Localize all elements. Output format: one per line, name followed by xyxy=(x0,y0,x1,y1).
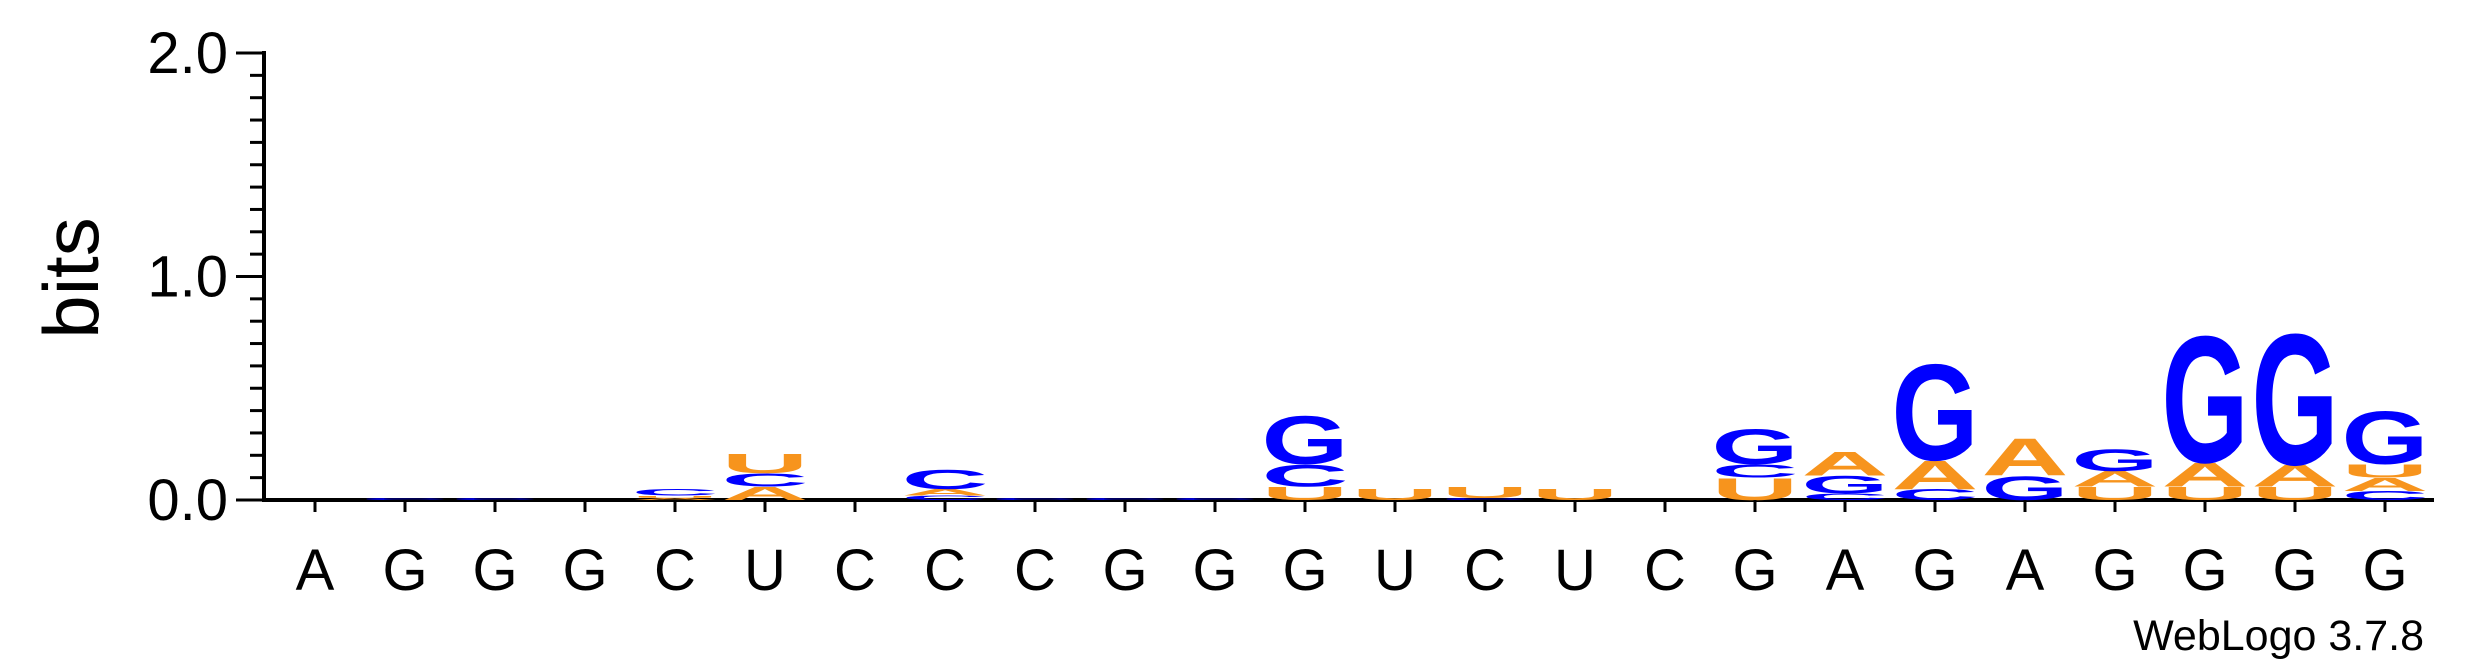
logo-letter: G xyxy=(2252,294,2339,504)
x-tick-label: A xyxy=(2006,538,2045,603)
logo-letter: U xyxy=(2161,483,2248,504)
position-stack: CU xyxy=(1441,484,1528,501)
logo-letter: U xyxy=(2251,483,2338,504)
logo-letter: C xyxy=(1891,486,1978,503)
logo-letter: A xyxy=(2161,456,2248,494)
logo-letter: A xyxy=(631,497,718,500)
logo-letter: A xyxy=(1891,453,1978,498)
logo-letter: A xyxy=(1981,428,2068,487)
logo-letter: U xyxy=(1351,486,1438,503)
position-stack: GA xyxy=(1981,428,2068,508)
logo-letter: A xyxy=(2251,458,2338,493)
x-tick-label: U xyxy=(744,538,786,603)
logo-letter: C xyxy=(1261,458,1348,493)
x-tick-label: G xyxy=(562,538,607,603)
logo-letter: C xyxy=(631,487,718,497)
logo-letter: C xyxy=(1081,497,1168,500)
logo-letter: C xyxy=(1711,461,1798,482)
position-stack: C xyxy=(991,497,1078,500)
y-tick-label: 1.0 xyxy=(147,245,228,310)
position-stack: C xyxy=(1081,497,1168,500)
logo-letter: C xyxy=(991,497,1078,500)
logo-letter: U xyxy=(1261,483,1348,504)
logo-letter: A xyxy=(721,483,808,504)
x-tick-label: G xyxy=(1102,538,1147,603)
logo-letter: G xyxy=(2342,397,2429,480)
x-tick-label: G xyxy=(2362,538,2407,603)
x-tick-label: A xyxy=(296,538,335,603)
position-stack: UAG xyxy=(2251,294,2338,504)
position-stack: CGA xyxy=(1801,444,1888,502)
x-tick-label: G xyxy=(1912,538,1957,603)
logo-letter: U xyxy=(1531,486,1618,503)
position-stack: U xyxy=(1531,486,1618,503)
logo-letter: U xyxy=(2341,461,2428,482)
logo-letter: C xyxy=(1441,497,1528,500)
logo-letter: G xyxy=(2162,298,2249,500)
position-stack: C xyxy=(1171,497,1258,500)
logo-letter: G xyxy=(1712,420,1799,475)
logo-letter: G xyxy=(1892,336,1979,490)
y-axis: 0.0 1.0 2.0 xyxy=(147,21,2434,533)
x-tick-label: G xyxy=(472,538,517,603)
logo-letter: C xyxy=(1171,497,1258,500)
x-tick-label: U xyxy=(1554,538,1596,603)
logo-letter: U xyxy=(2071,483,2158,504)
y-axis-title: bits xyxy=(27,217,115,338)
x-tick-label: C xyxy=(1464,538,1506,603)
logo-letter: U xyxy=(721,448,808,479)
position-stack: C xyxy=(451,497,538,500)
logo-letter: C xyxy=(721,470,808,491)
position-stack: UAG xyxy=(2161,298,2248,504)
x-tick-label: G xyxy=(1282,538,1327,603)
logo-letter: C xyxy=(901,463,988,494)
position-stack: C xyxy=(361,497,448,500)
logo-letter: C xyxy=(901,494,988,501)
position-stack: U xyxy=(1351,486,1438,503)
y-tick-label: 0.0 xyxy=(147,468,228,533)
x-tick-label: C xyxy=(1644,538,1686,603)
logo-letter: G xyxy=(2072,443,2159,478)
x-tick-label: C xyxy=(654,538,696,603)
x-tick-label: G xyxy=(2092,538,2137,603)
y-tick-label: 2.0 xyxy=(147,21,228,86)
position-stack: AUC xyxy=(631,487,718,500)
logo-letter: U xyxy=(631,495,718,498)
x-tick-label: C xyxy=(834,538,876,603)
position-stack: UAG xyxy=(2071,443,2158,504)
logo-letter: G xyxy=(1262,402,1349,479)
x-tick-label: C xyxy=(1014,538,1056,603)
x-tick-label: G xyxy=(382,538,427,603)
x-tick-label: U xyxy=(1374,538,1416,603)
logo-letter: G xyxy=(1802,471,1889,499)
x-tick-label: G xyxy=(1732,538,1777,603)
position-stack: UCG xyxy=(1711,420,1798,507)
x-tick-label: G xyxy=(2182,538,2227,603)
x-tick-label: C xyxy=(924,538,966,603)
position-stack: CAC xyxy=(901,463,988,501)
position-stack: CAG xyxy=(1891,336,1978,504)
x-tick-label: A xyxy=(1826,538,1865,603)
x-tick-label: G xyxy=(1192,538,1237,603)
logo-letter: C xyxy=(2341,489,2428,503)
position-stack: UCG xyxy=(1261,402,1348,504)
logo-letter: A xyxy=(901,487,988,497)
logo-letter: U xyxy=(1441,484,1528,501)
weblogo-credit: WebLogo 3.7.8 xyxy=(2133,612,2424,660)
logo-letter: A xyxy=(1801,444,1888,482)
position-stack: ACU xyxy=(721,448,808,504)
logo-letter: C xyxy=(451,497,538,500)
x-tick-label: G xyxy=(2272,538,2317,603)
logo-letter: A xyxy=(2071,467,2158,491)
logo-letter: A xyxy=(2341,474,2428,495)
logo-letter: C xyxy=(1801,492,1888,502)
logo-letter: C xyxy=(361,497,448,500)
